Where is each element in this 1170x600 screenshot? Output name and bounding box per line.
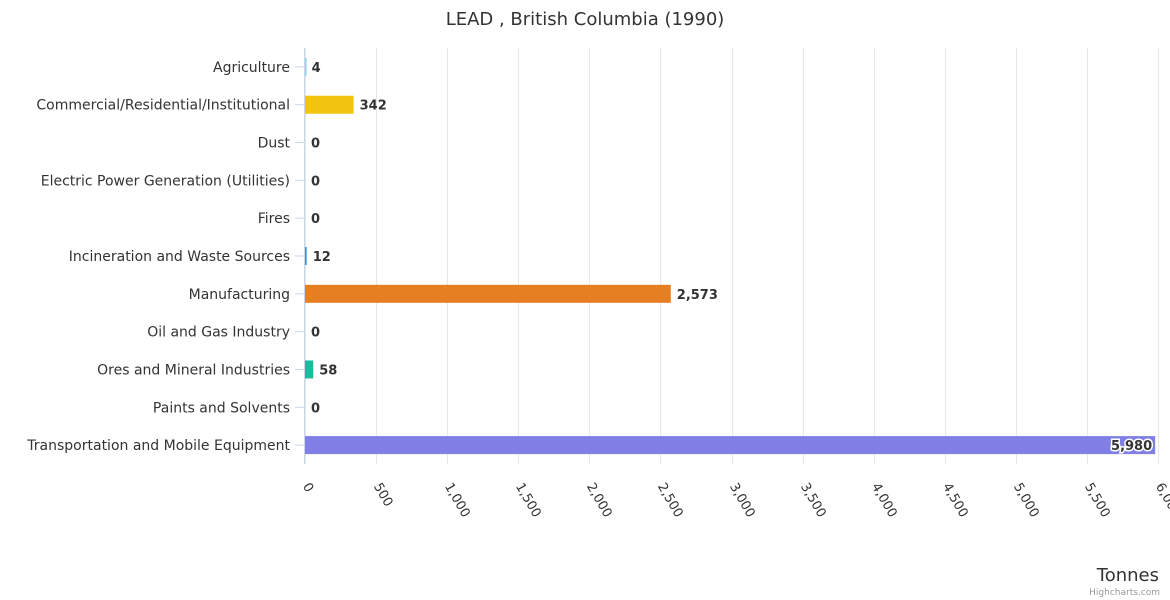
- x-tick-label: 4,000: [868, 481, 900, 521]
- data-label: 58: [319, 363, 337, 378]
- data-label: 0: [311, 326, 320, 341]
- data-labels: 4 342 0 0 0 12 2,573 0 58 0 5,980: [311, 61, 1154, 456]
- bar: [305, 247, 307, 265]
- category-axis: Agriculture Commercial/Residential/Instit…: [26, 48, 305, 464]
- data-label: 4: [312, 61, 321, 76]
- bar: [305, 360, 314, 379]
- category-label: Dust: [258, 136, 291, 152]
- x-tick-label: 2,000: [583, 481, 615, 521]
- data-label: 342: [360, 99, 387, 114]
- data-label: 0: [311, 212, 320, 227]
- x-tick-label: 2,500: [654, 481, 686, 521]
- x-tick-label: 3,000: [726, 481, 758, 521]
- bar: [305, 57, 307, 76]
- category-label: Manufacturing: [189, 287, 290, 303]
- grid-lines: [305, 48, 1159, 464]
- x-tick-label: 5,500: [1081, 481, 1113, 521]
- category-label: Agriculture: [213, 60, 290, 76]
- data-label: 5,980: [1111, 439, 1152, 454]
- data-label: 12: [313, 250, 331, 265]
- category-label: Commercial/Residential/Institutional: [36, 98, 290, 114]
- category-label: Oil and Gas Industry: [147, 325, 290, 341]
- bar-series: [305, 57, 1156, 455]
- bar: [305, 284, 671, 303]
- data-label: 0: [311, 401, 320, 416]
- credits-link[interactable]: Highcharts.com: [1089, 588, 1160, 598]
- data-label: 0: [311, 137, 320, 152]
- x-tick-label: 1,500: [512, 481, 544, 521]
- bar: [305, 436, 1156, 455]
- x-tick-label: 3,500: [797, 481, 829, 521]
- x-tick-label: 4,500: [939, 481, 971, 521]
- value-axis-ticks: 0 500 1,000 1,500 2,000 2,500 3,000 3,500 4,000 4…: [299, 481, 1170, 521]
- x-tick-label: 5,000: [1010, 481, 1042, 521]
- x-tick-label: 6,000: [1152, 481, 1170, 521]
- bar: [305, 95, 354, 114]
- category-label: Ores and Mineral Industries: [97, 362, 290, 378]
- data-label: 2,573: [677, 288, 718, 303]
- x-tick-label: 1,000: [441, 481, 473, 521]
- category-label: Paints and Solvents: [153, 400, 290, 416]
- data-label: 0: [311, 174, 320, 189]
- category-label: Transportation and Mobile Equipment: [26, 438, 290, 454]
- x-axis-title: Tonnes: [1096, 565, 1159, 586]
- category-label: Fires: [258, 211, 290, 227]
- x-tick-label: 500: [370, 481, 395, 510]
- category-label: Electric Power Generation (Utilities): [41, 173, 290, 189]
- chart-title: LEAD , British Columbia (1990): [446, 9, 725, 30]
- category-label: Incineration and Waste Sources: [69, 249, 290, 265]
- x-tick-label: 0: [299, 481, 316, 496]
